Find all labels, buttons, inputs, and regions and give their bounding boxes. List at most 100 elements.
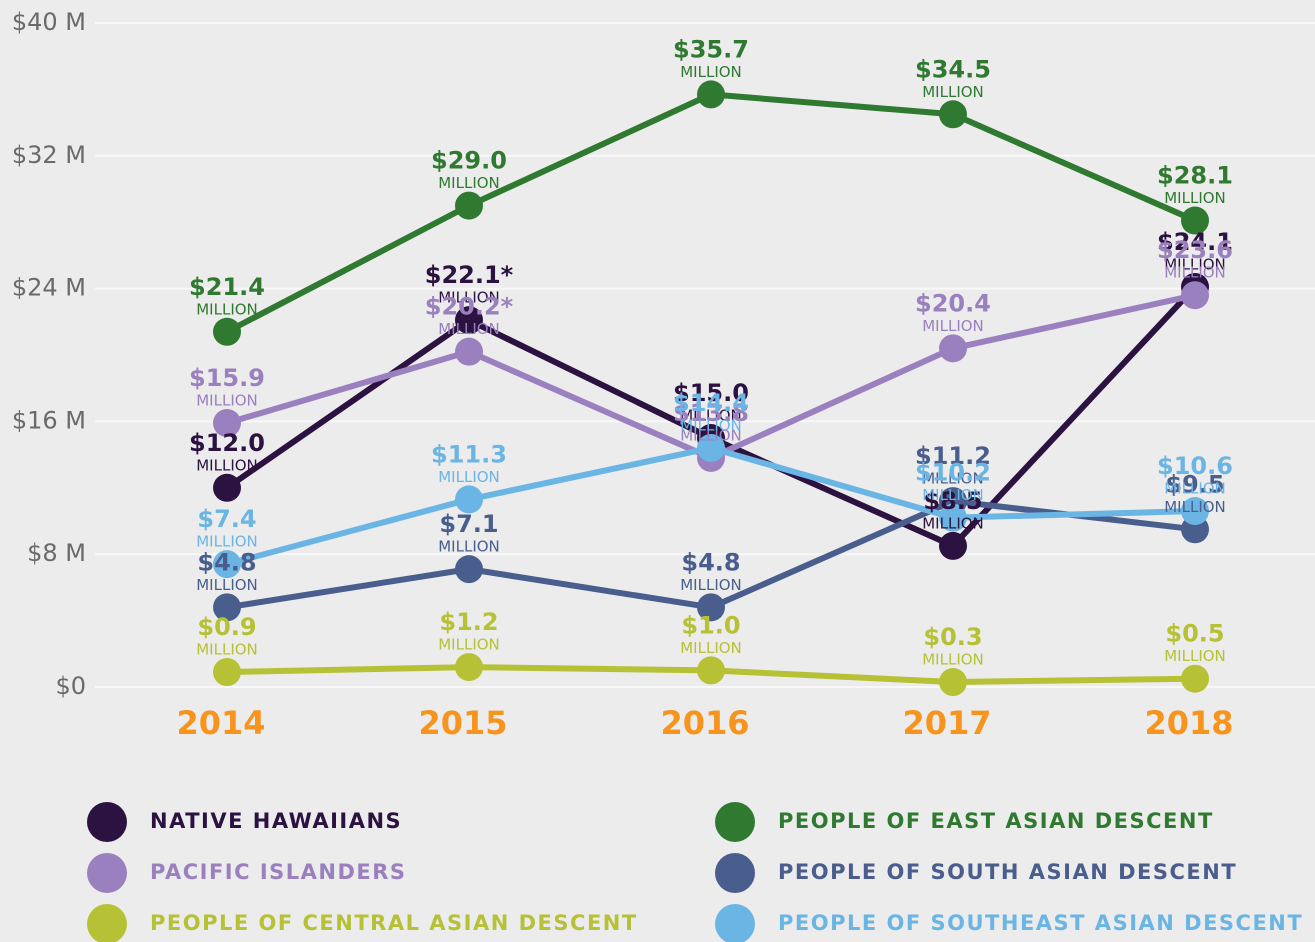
data-label: $0.5 [1165, 620, 1224, 648]
data-label-unit: MILLION [680, 576, 742, 594]
legend-label: PEOPLE OF SOUTH ASIAN DESCENT [778, 860, 1237, 884]
data-label: $4.8 [197, 548, 256, 576]
data-point [213, 317, 241, 346]
legend: NATIVE HAWAIIANS PACIFIC ISLANDERS PEOPLE … [87, 802, 1303, 942]
data-label: $9.5 [1165, 470, 1224, 498]
data-label: $10.2 [915, 459, 991, 487]
x-tick-label: 2018 [1144, 704, 1233, 742]
data-label: $13.8 [673, 399, 749, 427]
data-label-unit: MILLION [1164, 189, 1226, 207]
data-point [939, 531, 967, 560]
x-tick-label: 2014 [176, 704, 265, 742]
y-tick-label: $8 M [27, 539, 86, 567]
legend-label: NATIVE HAWAIIANS [150, 809, 402, 833]
data-point [455, 485, 483, 514]
data-label: $35.7 [673, 35, 749, 63]
data-label-unit: MILLION [922, 651, 984, 669]
data-label-unit: MILLION [196, 300, 258, 318]
data-label: $15.0 [673, 379, 749, 407]
y-tick-label: $40 M [12, 8, 86, 36]
y-tick-label: $32 M [12, 141, 86, 169]
data-label-unit: MILLION [680, 407, 742, 425]
legend-swatch [87, 802, 127, 842]
data-label: $14.4 [673, 389, 749, 417]
data-point [697, 80, 725, 109]
data-label-unit: MILLION [438, 468, 500, 486]
data-label-unit: MILLION [196, 456, 258, 474]
data-label-unit: MILLION [922, 486, 984, 504]
data-point [697, 593, 725, 622]
x-tick-label: 2015 [418, 704, 507, 742]
data-point [455, 337, 483, 366]
data-label-unit: MILLION [196, 576, 258, 594]
data-label: $7.4 [197, 505, 256, 533]
data-label: $28.1 [1157, 162, 1233, 190]
data-label: $7.1 [439, 510, 498, 538]
data-label-unit: MILLION [680, 639, 742, 657]
data-point [455, 555, 483, 584]
data-label-unit: MILLION [922, 317, 984, 335]
data-label-unit: MILLION [438, 538, 500, 556]
data-label-unit: MILLION [1164, 255, 1226, 273]
data-point [939, 503, 967, 532]
data-point [697, 433, 725, 462]
data-label-unit: MILLION [1164, 498, 1226, 516]
data-label: $20.2* [425, 293, 514, 321]
data-label-unit: MILLION [1164, 264, 1226, 282]
data-label-unit: MILLION [438, 174, 500, 192]
data-label: $21.4 [189, 273, 265, 301]
legend-label: PEOPLE OF SOUTHEAST ASIAN DESCENT [778, 911, 1303, 935]
data-label-unit: MILLION [438, 636, 500, 654]
data-label: $1.2 [439, 608, 498, 636]
legend-label: PEOPLE OF EAST ASIAN DESCENT [778, 809, 1214, 833]
data-label-unit: MILLION [922, 470, 984, 488]
data-label-unit: MILLION [196, 641, 258, 659]
data-label-unit: MILLION [922, 83, 984, 101]
data-point [939, 668, 967, 697]
data-label-unit: MILLION [438, 320, 500, 338]
data-label: $4.8 [681, 548, 740, 576]
data-point [455, 653, 483, 682]
y-tick-label: $0 [55, 672, 86, 700]
legend-swatch [715, 853, 755, 893]
data-point [455, 191, 483, 220]
data-labels: $12.0MILLION$22.1*MILLION$15.0MILLION$8.… [189, 35, 1233, 668]
data-label: $20.4 [915, 289, 991, 317]
y-tick-label: $16 M [12, 406, 86, 434]
data-point [1181, 206, 1209, 235]
data-label-unit: MILLION [1164, 480, 1226, 498]
data-label-unit: MILLION [680, 63, 742, 81]
data-label: $11.3 [431, 440, 507, 468]
data-label: $0.9 [197, 613, 256, 641]
legend-swatch [715, 802, 755, 842]
data-label: $12.0 [189, 429, 265, 457]
data-point [213, 550, 241, 579]
data-label: $10.6 [1157, 452, 1233, 480]
y-tick-label: $24 M [12, 274, 86, 302]
legend-swatch [87, 853, 127, 893]
legend-swatch [715, 904, 755, 942]
data-label-unit: MILLION [438, 289, 500, 307]
data-label-unit: MILLION [196, 392, 258, 410]
x-tick-label: 2016 [660, 704, 749, 742]
data-point [455, 306, 483, 335]
data-label: $23.6 [1157, 236, 1233, 264]
points [213, 80, 1209, 697]
data-point [213, 473, 241, 502]
data-point [939, 100, 967, 129]
data-label: $0.3 [923, 623, 982, 651]
data-label: $8.5 [923, 487, 982, 515]
data-label-unit: MILLION [196, 533, 258, 551]
data-point [1181, 664, 1209, 693]
data-point [213, 593, 241, 622]
data-point [213, 658, 241, 687]
legend-label: PEOPLE OF CENTRAL ASIAN DESCENT [150, 911, 638, 935]
data-label-unit: MILLION [680, 416, 742, 434]
data-point [939, 334, 967, 363]
data-label: $29.0 [431, 147, 507, 175]
data-label: $34.5 [915, 55, 991, 83]
data-point [1181, 281, 1209, 310]
data-label: $24.1 [1157, 228, 1233, 256]
